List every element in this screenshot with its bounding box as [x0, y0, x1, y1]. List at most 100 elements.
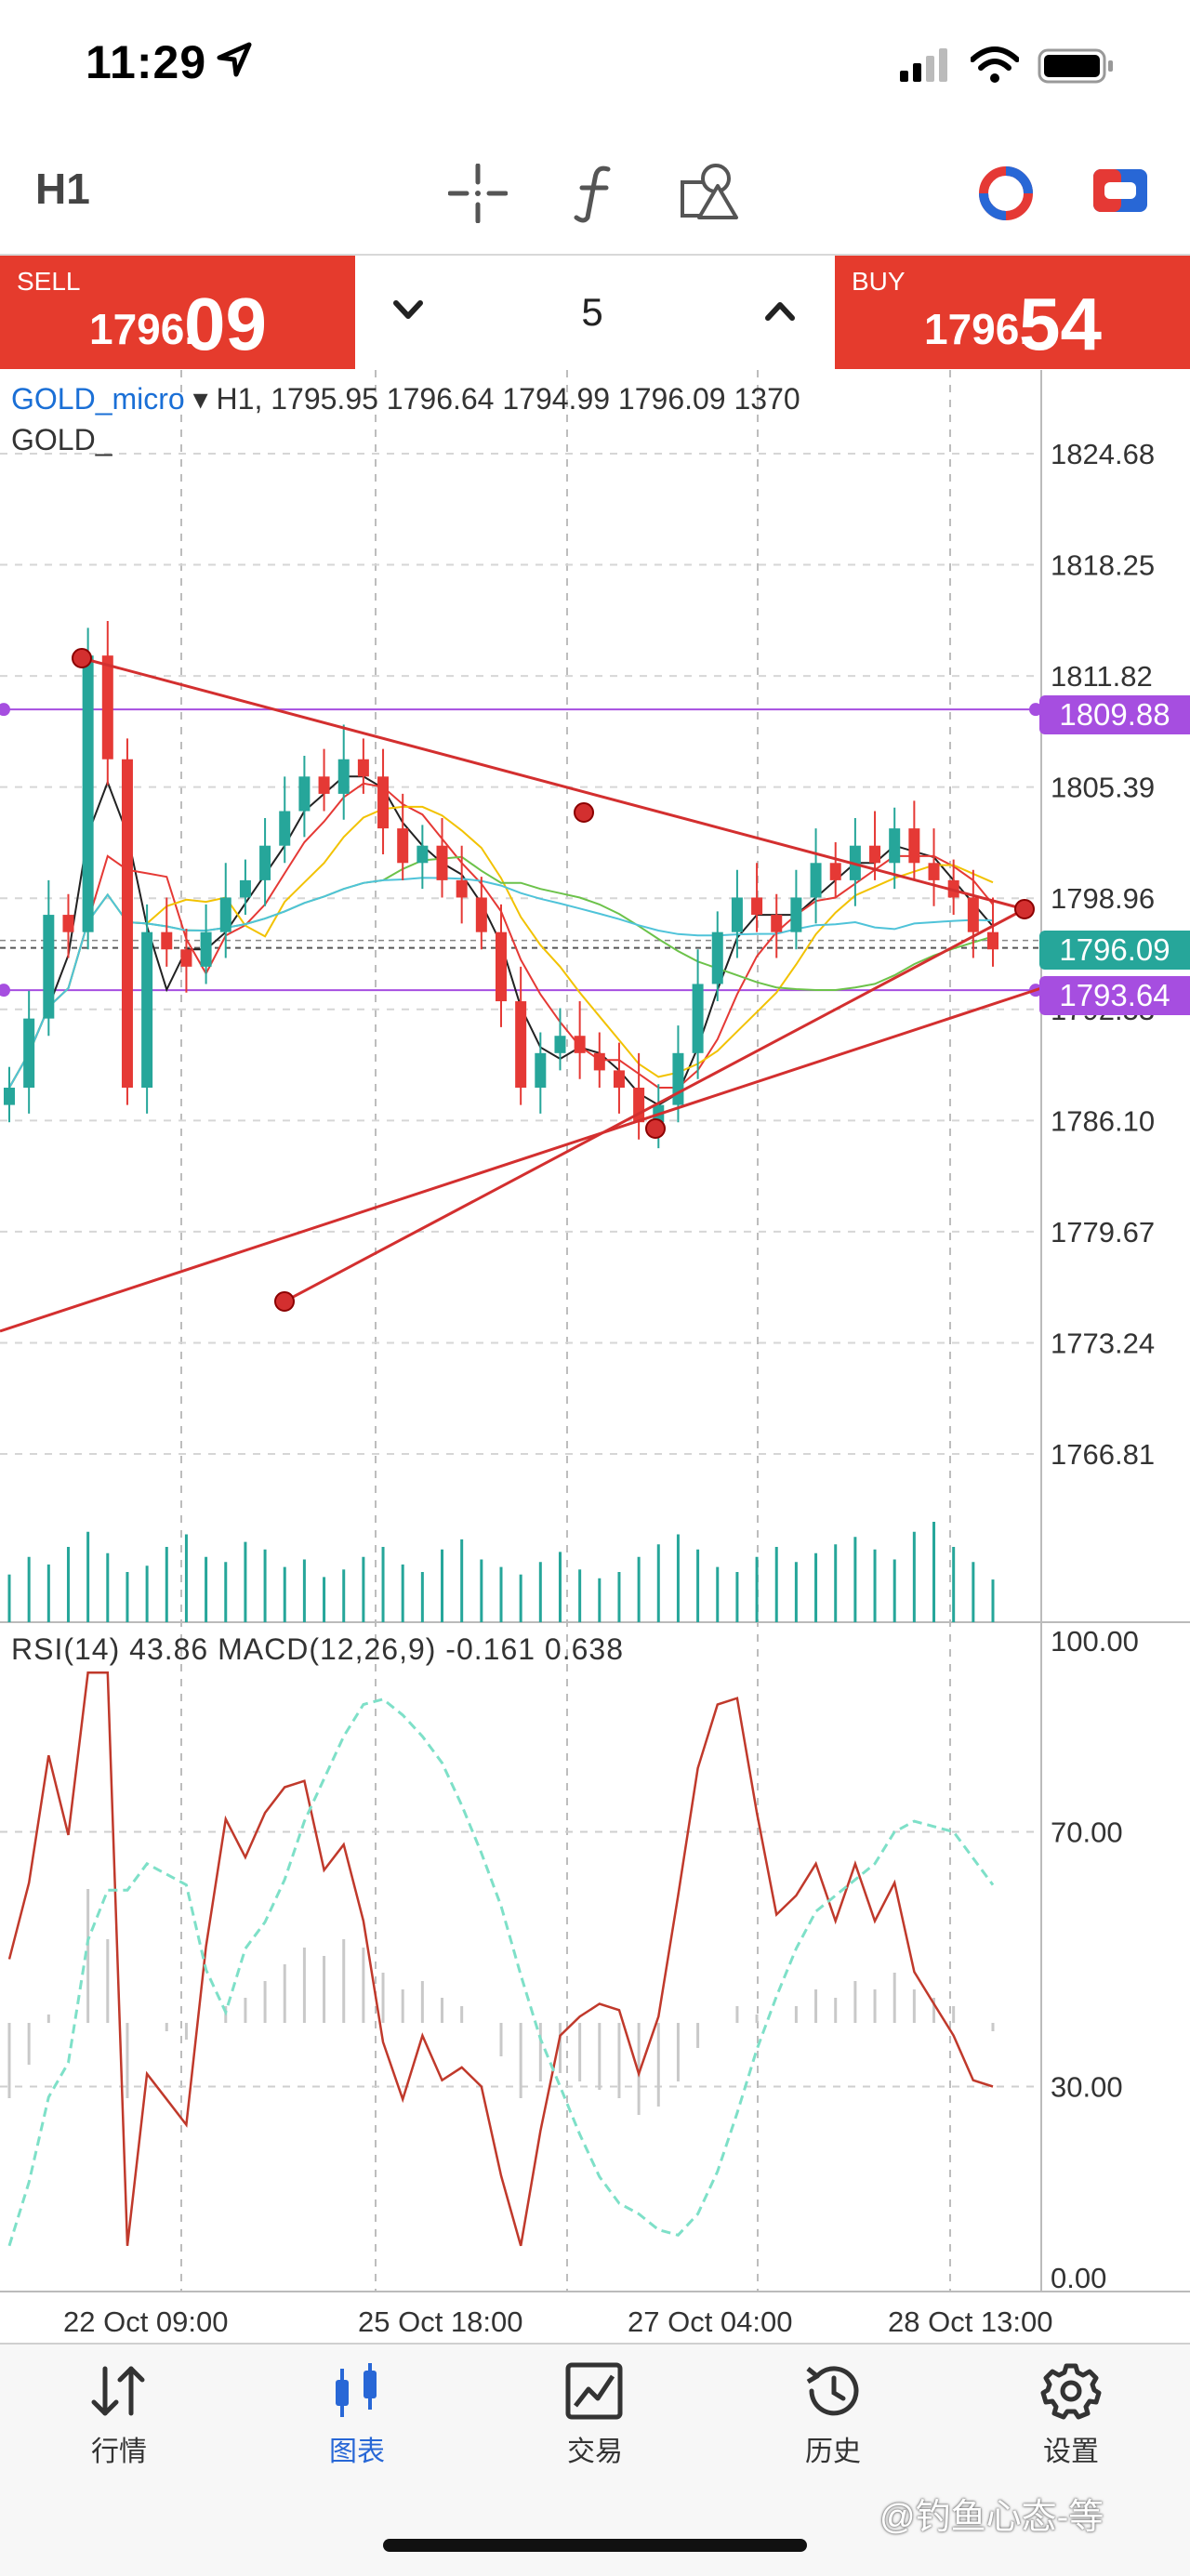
crosshair-icon[interactable] — [448, 164, 508, 223]
time-axis: 22 Oct 09:00 25 Oct 18:00 27 Oct 04:00 28 O… — [63, 2305, 1053, 2338]
price-axis-label: 1786.10 — [1051, 1104, 1155, 1137]
moving-averages — [8, 775, 994, 1106]
price-chart[interactable]: 1824.681818.251811.821805.391798.961792.… — [0, 370, 1190, 2343]
level-handle — [0, 984, 10, 997]
location-arrow-icon — [217, 42, 252, 77]
trend-anchor — [72, 648, 92, 668]
price-axis-label: 1773.24 — [1051, 1327, 1155, 1359]
timeframe-button[interactable]: H1 — [35, 165, 90, 213]
rsi-line — [7, 1671, 994, 2247]
candle-body — [889, 828, 901, 864]
candle-body — [593, 1052, 605, 1071]
account-icon[interactable] — [1091, 167, 1149, 214]
oscillator-axis-label: 100.00 — [1051, 1625, 1139, 1658]
price-axis-label: 1811.82 — [1051, 660, 1153, 693]
candle-body — [180, 949, 192, 967]
candle-body — [574, 1036, 586, 1053]
lower-line-price-tag: 1793.64 — [1039, 976, 1190, 1015]
level-handle — [0, 703, 10, 717]
candle-body — [711, 931, 723, 984]
nav-quotes[interactable]: 行情 — [45, 2361, 193, 2469]
nav-trade[interactable]: 交易 — [521, 2361, 669, 2469]
candle-body — [377, 776, 390, 829]
oscillator-axis-label: 70.00 — [1051, 1816, 1123, 1849]
candle-body — [475, 897, 487, 932]
candle-body — [416, 845, 429, 864]
history-icon — [806, 2366, 859, 2416]
candle-body — [987, 931, 998, 950]
nav-settings[interactable]: 设置 — [997, 2361, 1145, 2469]
sell-price-major: 1796. — [89, 305, 197, 353]
function-icon[interactable] — [571, 164, 621, 223]
trend-lines — [0, 648, 1042, 1333]
buy-price-major: 1796. — [924, 305, 1032, 353]
moving-average-line — [8, 877, 994, 1089]
nav-chart[interactable]: 图表 — [283, 2361, 431, 2469]
level-handle — [1029, 703, 1042, 717]
candle-body — [515, 1001, 527, 1089]
home-indicator — [383, 2539, 807, 2552]
candle-body — [436, 845, 448, 880]
trend-line — [284, 907, 1025, 1303]
ohlc-values: ▾ H1, 1795.95 1796.64 1794.99 1796.09 13… — [184, 382, 800, 416]
price-axis-label: 1805.39 — [1051, 772, 1155, 804]
chart-grid — [0, 370, 1190, 2292]
buy-label: BUY — [852, 267, 906, 296]
candle-body — [4, 1088, 15, 1105]
candle-body — [692, 984, 704, 1053]
price-axis-label: 1798.96 — [1051, 882, 1155, 915]
trade-panel — [0, 254, 1190, 373]
candle-body — [121, 759, 133, 1089]
signal-icon[interactable] — [976, 164, 1036, 223]
price-axis-label: 1766.81 — [1051, 1438, 1155, 1471]
moving-average-line — [8, 805, 994, 1089]
candle-body — [771, 915, 783, 932]
time-axis-label: 22 Oct 09:00 — [63, 2305, 229, 2338]
buy-button[interactable]: BUY 1796. 54 — [835, 256, 1190, 369]
candles — [4, 620, 998, 1149]
candle-body — [613, 1070, 625, 1089]
sell-button[interactable]: SELL 1796. 09 — [0, 256, 355, 369]
wifi-icon — [971, 46, 1019, 83]
candle-body — [141, 931, 153, 1089]
candle-body — [908, 828, 920, 864]
indicator-header: RSI(14) 43.86 MACD(12,26,9) -0.161 0.638 — [11, 1632, 624, 1666]
trend-anchor — [274, 1291, 295, 1312]
lot-selector — [355, 256, 835, 369]
candle-body — [298, 776, 311, 812]
candle-body — [731, 897, 743, 932]
trade-icon — [565, 2362, 623, 2420]
chart-icon — [336, 2363, 377, 2417]
candle-body — [751, 897, 763, 916]
nav-label-trade: 交易 — [567, 2437, 623, 2467]
trend-anchor — [645, 1118, 666, 1139]
objects-icon[interactable] — [679, 160, 740, 221]
candle-body — [239, 879, 251, 898]
candle-body — [397, 828, 409, 864]
trend-line — [0, 986, 1042, 1333]
buy-price-minor: 54 — [1019, 283, 1102, 365]
nav-label-quotes: 行情 — [91, 2437, 147, 2467]
candle-body — [318, 776, 330, 794]
lot-value[interactable]: 5 — [581, 290, 603, 334]
time-axis-label: 28 Oct 13:00 — [888, 2305, 1053, 2338]
candle-body — [200, 931, 212, 967]
time-axis-label: 25 Oct 18:00 — [358, 2305, 523, 2338]
candle-body — [535, 1052, 547, 1089]
candle-body — [672, 1052, 684, 1105]
bottom-navigation — [0, 2343, 1190, 2576]
lot-decrease-icon[interactable] — [392, 299, 424, 322]
candle-body — [219, 897, 231, 932]
candle-body — [810, 863, 822, 898]
candle-body — [259, 845, 271, 880]
watermark: @钓鱼心态-等 — [879, 2498, 1104, 2537]
candle-body — [279, 811, 291, 846]
symbol-selector[interactable]: GOLD_micro — [11, 382, 185, 416]
candle-body — [82, 655, 94, 932]
nav-label-settings: 设置 — [1043, 2437, 1099, 2467]
oscillator-axis-label: 30.00 — [1051, 2071, 1123, 2104]
lot-increase-icon[interactable] — [764, 299, 796, 322]
nav-history[interactable]: 历史 — [759, 2361, 907, 2469]
candle-body — [928, 863, 940, 880]
trend-line — [81, 656, 1025, 911]
